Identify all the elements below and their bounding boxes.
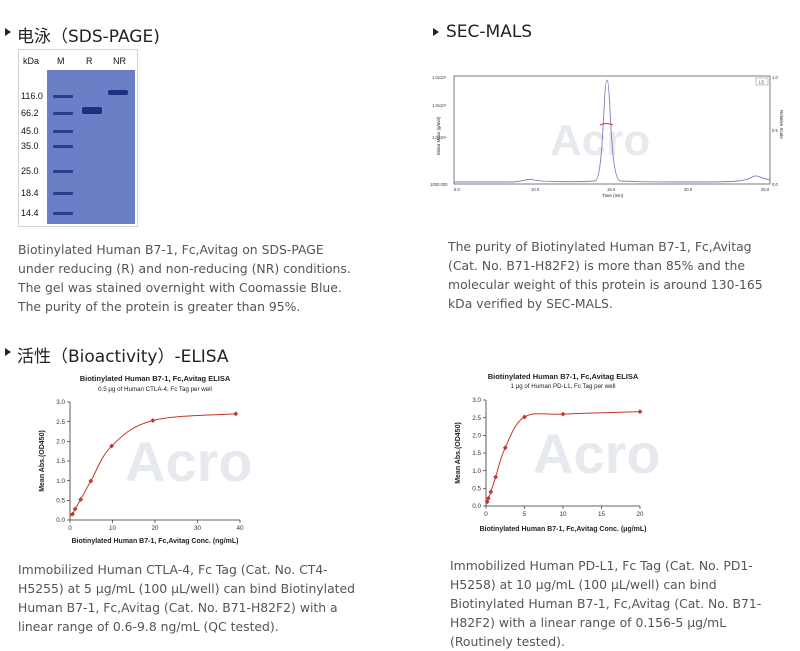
lane-label-m: M	[57, 56, 65, 66]
y-axis-label: Mean Abs.(OD450)	[39, 430, 46, 492]
x-tick: 25.0	[761, 187, 770, 192]
elisa-chart-ctla4: Acro Biotinylated Human B7-1, Fc,Avitag E…	[30, 370, 270, 550]
y-tick-label: 0.0	[56, 517, 65, 524]
data-point	[88, 478, 94, 484]
y-tick: 1000.000	[430, 182, 448, 187]
sec-mals-xlabel: Time (min)	[602, 193, 624, 198]
y-tick: 1.0x10⁴	[432, 135, 447, 140]
y-tick-label: 1.5	[472, 450, 481, 457]
sds-description: Biotinylated Human B7-1, Fc,Avitag on SD…	[18, 242, 351, 314]
section-bullet	[5, 28, 11, 36]
section-title-elisa: 活性（Bioactivity）-ELISA	[17, 347, 229, 367]
sec-mals-legend-label: LS	[759, 80, 764, 85]
y-tick-label: 2.5	[56, 419, 65, 426]
x-tick-label: 0	[484, 511, 488, 518]
sec-mals-ylabel-left: Molar Mass (g/mol)	[436, 116, 441, 155]
section-bullet	[5, 348, 11, 356]
elisa-chart-pdl1: Acro Biotinylated Human B7-1, Fc,Avitag E…	[448, 368, 688, 538]
lane-label-nr: NR	[113, 56, 126, 66]
y-tick-label: 2.0	[56, 439, 65, 446]
data-point	[488, 489, 494, 495]
x-axis-label: Biotinylated Human B7-1, Fc,Avitag Conc.…	[72, 538, 239, 545]
x-tick-label: 20	[636, 511, 644, 518]
y-tick-right: 0.0	[772, 182, 778, 187]
y-tick-right: 1.0	[772, 75, 778, 80]
band-nonreduced	[108, 90, 128, 95]
marker-label: 18.4	[21, 188, 39, 198]
y-tick-label: 2.5	[472, 415, 481, 422]
x-tick: 5.0	[454, 187, 460, 192]
sec-mals-ls-trace	[454, 79, 771, 183]
y-tick-label: 3.0	[472, 397, 481, 404]
kda-label: kDa	[23, 56, 39, 66]
x-axis-label: Biotinylated Human B7-1, Fc,Avitag Conc.…	[480, 526, 647, 533]
y-tick-label: 1.5	[56, 458, 65, 465]
x-tick-label: 0	[68, 525, 72, 532]
data-point	[486, 495, 491, 501]
data-point	[560, 411, 566, 417]
chart-subtitle: 1 μg of Human PD-L1, Fc Tag per well	[511, 383, 616, 390]
x-tick-label: 10	[109, 525, 117, 532]
y-tick: 1.0x10⁶	[432, 75, 447, 80]
y-tick-right: 0.5	[772, 128, 778, 133]
x-tick: 20.0	[684, 187, 693, 192]
chart-title: Biotinylated Human B7-1, Fc,Avitag ELISA	[80, 374, 231, 383]
marker-label: 45.0	[21, 126, 39, 136]
x-tick-label: 20	[151, 525, 159, 532]
data-point	[493, 474, 499, 480]
x-tick-label: 5	[523, 511, 527, 518]
y-tick-label: 2.0	[472, 433, 481, 440]
section-title-sds: 电泳（SDS-PAGE)	[17, 27, 160, 47]
data-point	[72, 506, 78, 512]
sec-mals-ylabel-right: Relative Scale	[779, 110, 784, 139]
mals-description: The purity of Biotinylated Human B7-1, F…	[448, 239, 763, 311]
sec-mals-molar-mass	[599, 123, 614, 126]
y-tick-label: 0.5	[56, 498, 65, 505]
watermark: Acro	[533, 422, 661, 485]
watermark: Acro	[550, 116, 650, 165]
chart-title: Biotinylated Human B7-1, Fc,Avitag ELISA	[488, 372, 639, 381]
sds-gel-image: kDa M R NR 116.0 66.2 45.0 35.0 25.0 18.…	[19, 50, 137, 226]
x-tick-label: 15	[598, 511, 606, 518]
y-tick-label: 0.5	[472, 486, 481, 493]
x-tick: 15.0	[607, 187, 616, 192]
marker-label: 66.2	[21, 108, 39, 118]
marker-bands	[53, 95, 73, 215]
x-tick: 10.0	[531, 187, 540, 192]
elisa-description-pdl1: Immobilized Human PD-L1, Fc Tag (Cat. No…	[450, 558, 762, 649]
section-bullet	[433, 28, 439, 36]
marker-label: 116.0	[21, 91, 43, 101]
data-point	[233, 411, 239, 417]
y-tick-label: 0.0	[472, 503, 481, 510]
data-point	[109, 443, 115, 449]
y-tick-label: 1.0	[56, 478, 65, 485]
lane-label-r: R	[86, 56, 93, 66]
marker-label: 25.0	[21, 166, 39, 176]
y-axis-label: Mean Abs.(OD450)	[455, 422, 462, 484]
data-point	[637, 409, 643, 415]
sds-gel-figure: kDa M R NR 116.0 66.2 45.0 35.0 25.0 18.…	[18, 49, 138, 227]
data-point	[150, 418, 156, 423]
y-tick-label: 3.0	[56, 399, 65, 406]
y-tick: 1.0x10⁵	[432, 103, 447, 108]
section-title-mals: SEC-MALS	[446, 22, 533, 42]
marker-label: 35.0	[21, 141, 39, 151]
y-tick-label: 1.0	[472, 468, 481, 475]
sec-mals-legend	[755, 77, 769, 86]
sec-mals-chart: Acro Molar Mass (g/mol) Relative Scale 1…	[430, 70, 785, 200]
chart-subtitle: 0.5 μg of Human CTLA-4, Fc Tag per well	[98, 386, 212, 393]
x-tick-label: 10	[559, 511, 567, 518]
watermark: Acro	[125, 430, 253, 493]
x-tick-label: 30	[194, 525, 202, 532]
band-reduced	[82, 107, 102, 114]
data-point	[502, 445, 508, 451]
elisa-description-ctla4: Immobilized Human CTLA-4, Fc Tag (Cat. N…	[18, 562, 356, 634]
x-tick-label: 40	[236, 525, 244, 532]
marker-label: 14.4	[21, 208, 39, 218]
data-point	[78, 497, 84, 502]
